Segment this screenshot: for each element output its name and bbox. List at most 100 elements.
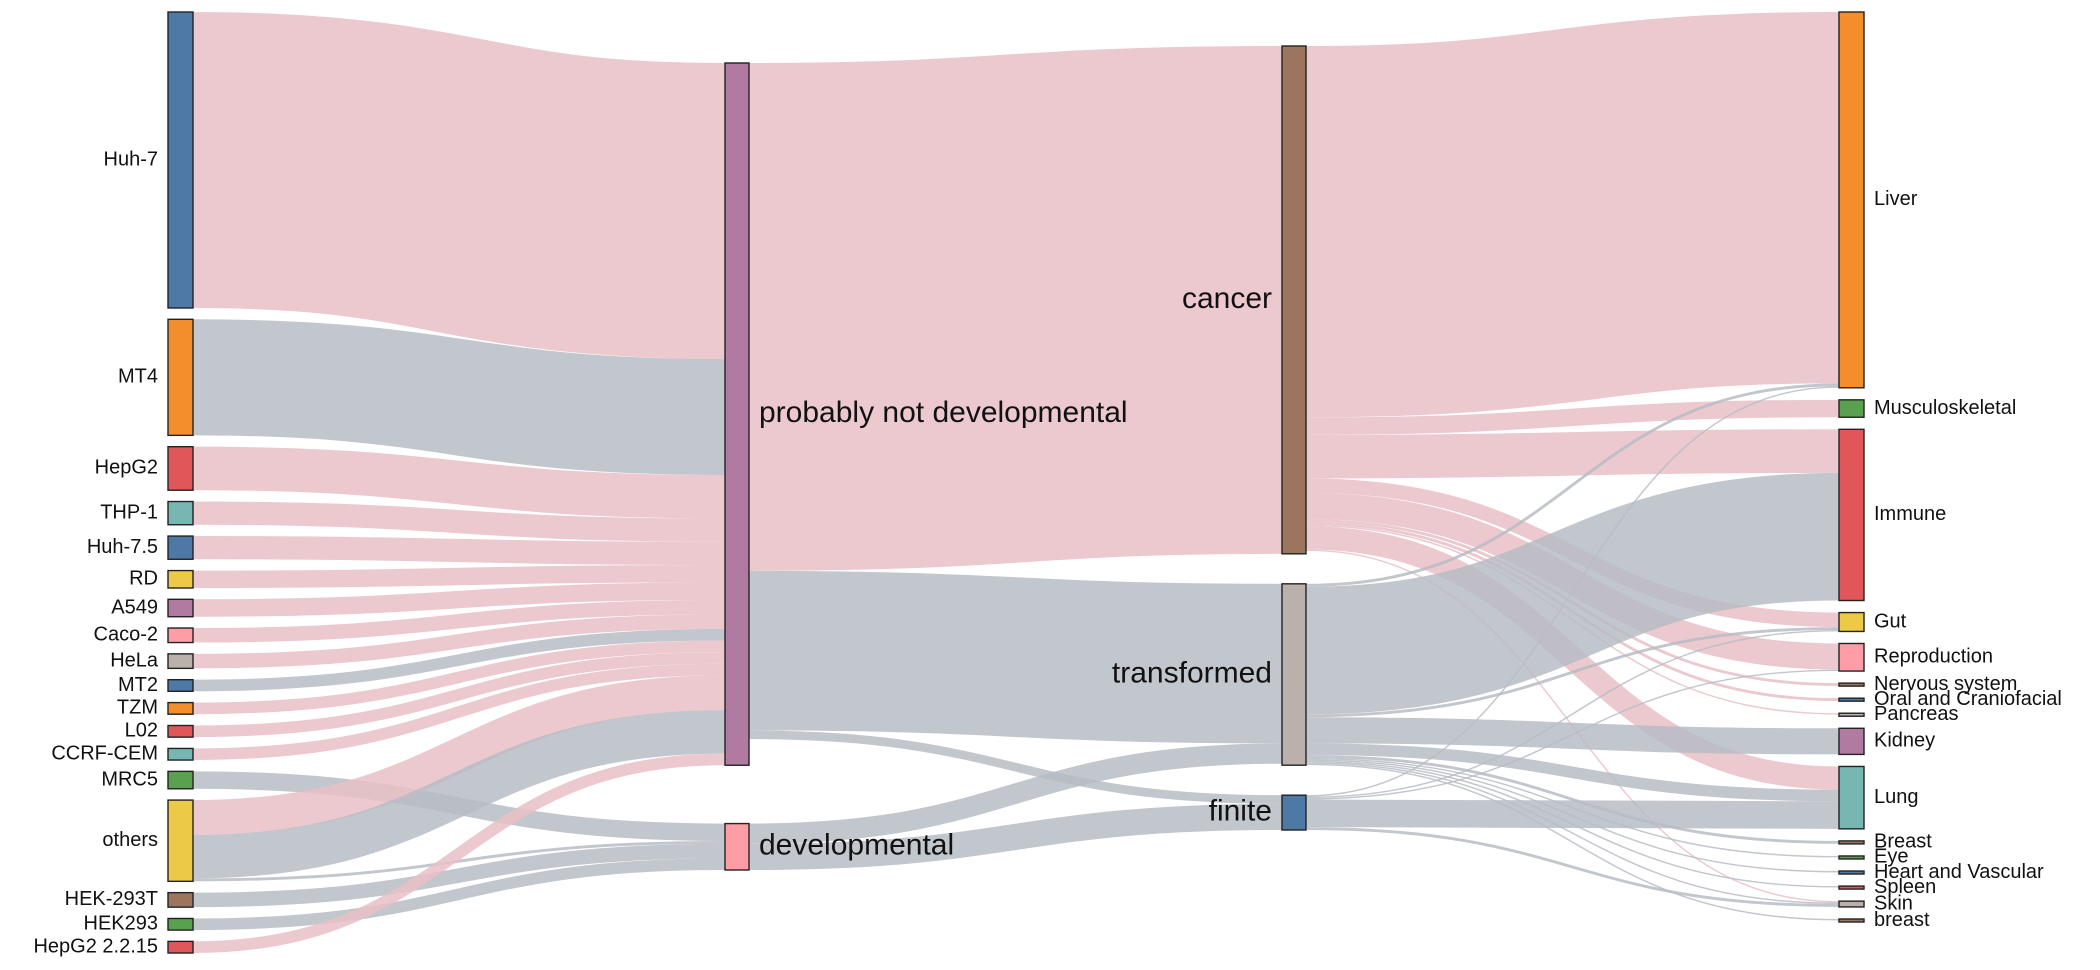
node-breast bbox=[1838, 918, 1865, 923]
node-thp-1 bbox=[167, 500, 194, 526]
flow-link-cancer-to-liver bbox=[1305, 11, 1840, 418]
flow-link-hek-293t-to-developmental bbox=[192, 843, 726, 908]
node-musculoskeletal bbox=[1838, 399, 1865, 418]
node-hek293 bbox=[167, 917, 194, 931]
label-cancer: cancer bbox=[1182, 282, 1272, 315]
label-spleen: Spleen bbox=[1874, 876, 1936, 898]
flow-link-finite-to-lung bbox=[1305, 799, 1840, 829]
label-mt4: MT4 bbox=[118, 366, 158, 388]
node-nervous-system bbox=[1838, 682, 1865, 687]
label-breast: Breast bbox=[1874, 831, 1932, 853]
label-transformed: transformed bbox=[1112, 656, 1272, 689]
flow-link-cancer-to-musculoskeletal bbox=[1305, 399, 1840, 435]
label-mrc5: MRC5 bbox=[101, 768, 158, 790]
flow-link-transformed-to-skin bbox=[1305, 762, 1840, 905]
flow-link-thp-1-to-probably-not-developmental bbox=[192, 501, 726, 542]
flow-link-cancer-to-immune bbox=[1305, 429, 1840, 479]
nodes-layer bbox=[167, 11, 1865, 954]
node-mt4 bbox=[167, 318, 194, 437]
label-rd: RD bbox=[129, 568, 158, 590]
label-oral-and-craniofacial: Oral and Craniofacial bbox=[1874, 688, 2062, 710]
label-tzm: TZM bbox=[117, 697, 158, 719]
node-finite bbox=[1281, 794, 1307, 831]
flow-link-transformed-to-gut bbox=[1305, 627, 1840, 718]
node-hela bbox=[167, 653, 194, 670]
label-eye: Eye bbox=[1874, 846, 1908, 868]
label-hek293: HEK293 bbox=[84, 913, 159, 935]
flow-link-hek293-to-developmental bbox=[192, 858, 726, 931]
flow-link-ccrf-cem-to-probably-not-developmental bbox=[192, 663, 726, 761]
label-finite: finite bbox=[1209, 795, 1272, 828]
node-l02 bbox=[167, 724, 194, 738]
labels-layer: Huh-7 MT4 HepG2 THP-1 Huh-7.5 RD A549 Caco-2 HeL… bbox=[33, 148, 2061, 957]
flow-link-probably-not-developmental-to-finite bbox=[748, 730, 1283, 804]
label-heart-and-vascular: Heart and Vascular bbox=[1874, 861, 2044, 883]
node-hepg2-2-2-15 bbox=[167, 940, 194, 954]
flow-link-transformed-to-breast bbox=[1305, 755, 1840, 844]
label-hela: HeLa bbox=[110, 649, 159, 671]
node-transformed bbox=[1281, 583, 1307, 766]
node-a549 bbox=[167, 598, 194, 618]
node-mrc5 bbox=[167, 770, 194, 790]
node-ccrf-cem bbox=[167, 747, 194, 761]
node-huh-7-5 bbox=[167, 535, 194, 560]
label-caco-2: Caco-2 bbox=[94, 624, 158, 646]
node-breast bbox=[1838, 840, 1865, 845]
flow-link-transformed-to-liver bbox=[1305, 383, 1840, 587]
flow-link-caco-2-to-probably-not-developmental bbox=[192, 599, 726, 643]
label-huh-7: Huh-7 bbox=[104, 148, 158, 170]
node-cancer bbox=[1281, 45, 1307, 555]
label-others: others bbox=[102, 829, 158, 851]
flow-link-rd-to-probably-not-developmental bbox=[192, 565, 726, 588]
node-spleen bbox=[1838, 885, 1865, 890]
node-hepg2 bbox=[167, 445, 194, 491]
label-skin: Skin bbox=[1874, 892, 1913, 914]
flow-link-others-to-developmental bbox=[192, 840, 726, 882]
label-pancreas: Pancreas bbox=[1874, 703, 1959, 725]
node-reproduction bbox=[1838, 642, 1865, 672]
node-pancreas bbox=[1838, 712, 1865, 717]
label-l02: L02 bbox=[125, 720, 158, 742]
label-thp-1: THP-1 bbox=[100, 501, 158, 523]
node-hek-293t bbox=[167, 891, 194, 908]
label-breast: breast bbox=[1874, 909, 1930, 931]
node-developmental bbox=[724, 822, 750, 871]
flow-link-finite-to-skin bbox=[1305, 827, 1840, 907]
label-ccrf-cem: CCRF-CEM bbox=[51, 743, 158, 765]
label-hepg2: HepG2 bbox=[95, 457, 158, 479]
label-developmental: developmental bbox=[759, 829, 954, 862]
node-immune bbox=[1838, 428, 1865, 602]
flow-link-developmental-to-finite bbox=[748, 803, 1283, 871]
flow-link-others-to-probably-not-developmental bbox=[192, 710, 726, 879]
node-liver bbox=[1838, 11, 1865, 389]
flow-link-transformed-to-kidney bbox=[1305, 717, 1840, 755]
label-liver: Liver bbox=[1874, 188, 1918, 210]
flow-link-transformed-to-lung bbox=[1305, 743, 1840, 802]
node-probably-not-developmental bbox=[724, 62, 750, 766]
flow-link-tzm-to-probably-not-developmental bbox=[192, 640, 726, 715]
flow-link-hepg2-to-probably-not-developmental bbox=[192, 446, 726, 519]
label-hek-293t: HEK-293T bbox=[65, 888, 158, 910]
node-mt2 bbox=[167, 678, 194, 692]
node-tzm bbox=[167, 701, 194, 715]
label-hepg2-2-2-15: HepG2 2.2.15 bbox=[33, 935, 158, 957]
flow-link-transformed-to-breast bbox=[1305, 763, 1840, 921]
flow-link-transformed-to-immune bbox=[1305, 472, 1840, 715]
flow-link-finite-to-liver bbox=[1305, 386, 1840, 797]
flow-link-finite-to-reproduction bbox=[1305, 669, 1840, 800]
flow-link-finite-to-gut bbox=[1305, 629, 1840, 799]
node-gut bbox=[1838, 611, 1865, 633]
links-layer bbox=[192, 11, 1840, 953]
node-skin bbox=[1838, 900, 1865, 908]
node-lung bbox=[1838, 765, 1865, 830]
flow-link-l02-to-probably-not-developmental bbox=[192, 652, 726, 738]
label-immune: Immune bbox=[1874, 503, 1946, 525]
node-oral-and-craniofacial bbox=[1838, 697, 1865, 702]
label-mt2: MT2 bbox=[118, 674, 158, 696]
label-nervous-system: Nervous system bbox=[1874, 673, 2017, 695]
node-rd bbox=[167, 569, 194, 589]
flow-link-probably-not-developmental-to-transformed bbox=[748, 570, 1283, 744]
node-others bbox=[167, 799, 194, 883]
